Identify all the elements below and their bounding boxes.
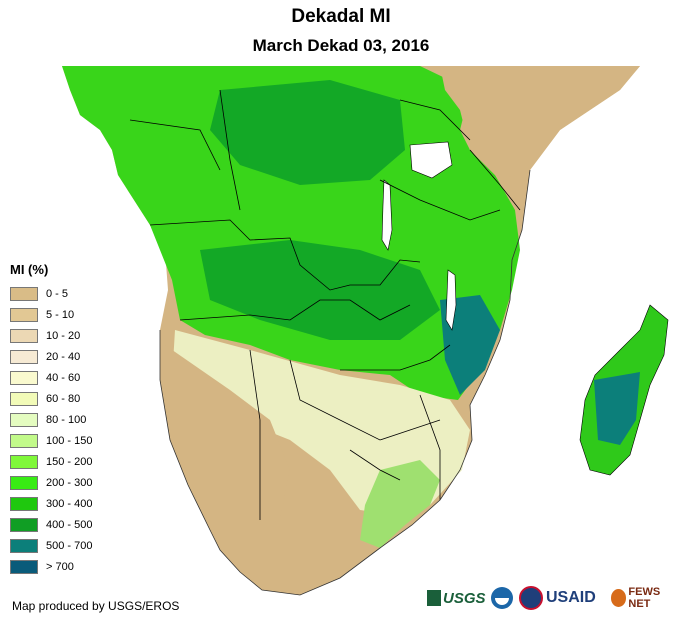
legend-item: 0 - 5 bbox=[10, 283, 92, 304]
legend-item: 20 - 40 bbox=[10, 346, 92, 367]
legend-swatch bbox=[10, 412, 38, 427]
map-credit: Map produced by USGS/EROS bbox=[12, 599, 180, 613]
legend-label: 400 - 500 bbox=[46, 518, 93, 531]
legend-swatch bbox=[10, 454, 38, 469]
noaa-bird-icon bbox=[491, 587, 513, 609]
lake-victoria bbox=[409, 141, 453, 179]
legend-swatch bbox=[10, 517, 38, 532]
partner-logos: USGS USAID FEWS NET bbox=[427, 582, 677, 614]
legend-item: 500 - 700 bbox=[10, 535, 92, 556]
legend-rows: 0 - 5 5 - 10 10 - 20 20 - 40 40 - 60 60 - 80 8… bbox=[10, 283, 92, 577]
legend-label: 300 - 400 bbox=[46, 497, 93, 510]
legend-label: 10 - 20 bbox=[46, 329, 81, 342]
dark-green-patch-central bbox=[200, 240, 440, 340]
legend-label: 200 - 300 bbox=[46, 476, 93, 489]
legend-item: 5 - 10 bbox=[10, 304, 92, 325]
madagascar-teal-core bbox=[594, 372, 640, 445]
usaid-wordmark: USAID bbox=[546, 589, 596, 606]
legend-label: 5 - 10 bbox=[46, 308, 75, 321]
legend-label: 150 - 200 bbox=[46, 455, 93, 468]
legend-item: 300 - 400 bbox=[10, 493, 92, 514]
usgs-wordmark: USGS bbox=[443, 589, 486, 607]
legend-label: > 700 bbox=[46, 560, 74, 573]
kalahari-dry-region bbox=[160, 345, 290, 572]
legend-item: 200 - 300 bbox=[10, 472, 92, 493]
coastline bbox=[159, 169, 531, 596]
legend-label: 100 - 150 bbox=[46, 434, 93, 447]
legend-item: 60 - 80 bbox=[10, 388, 92, 409]
map-subtitle: March Dekad 03, 2016 bbox=[252, 36, 430, 55]
noaa-logo bbox=[491, 582, 513, 614]
legend-label: 40 - 60 bbox=[46, 371, 81, 384]
legend-swatch bbox=[10, 538, 38, 553]
legend-item: 10 - 20 bbox=[10, 325, 92, 346]
usgs-wave-icon bbox=[427, 590, 441, 606]
fews-net-logo: FEWS NET bbox=[611, 582, 677, 614]
legend-label: 80 - 100 bbox=[46, 413, 87, 426]
usaid-seal-icon bbox=[519, 586, 543, 610]
lake-malawi bbox=[445, 269, 457, 331]
fews-net-wordmark: FEWS NET bbox=[628, 586, 661, 610]
legend-label: 60 - 80 bbox=[46, 392, 81, 405]
legend-item: 150 - 200 bbox=[10, 451, 92, 472]
teal-patch-mozambique bbox=[440, 295, 500, 395]
fews-globe-icon bbox=[611, 589, 627, 607]
legend-swatch bbox=[10, 559, 38, 574]
legend-swatch bbox=[10, 496, 38, 511]
legend-swatch bbox=[10, 370, 38, 385]
legend-label: 0 - 5 bbox=[46, 287, 69, 300]
east-africa-dry-region bbox=[440, 66, 640, 180]
dark-green-patch-north bbox=[210, 80, 405, 185]
south-africa-green-coast bbox=[360, 460, 440, 548]
legend: MI (%) 0 - 5 5 - 10 10 - 20 20 - 40 40 - 60 6… bbox=[10, 262, 92, 577]
country-borders bbox=[129, 89, 521, 520]
legend-label: 20 - 40 bbox=[46, 350, 81, 363]
legend-item: 400 - 500 bbox=[10, 514, 92, 535]
legend-swatch bbox=[10, 433, 38, 448]
legend-swatch bbox=[10, 391, 38, 406]
legend-item: 40 - 60 bbox=[10, 367, 92, 388]
legend-item: 100 - 150 bbox=[10, 430, 92, 451]
legend-label: 500 - 700 bbox=[46, 539, 93, 552]
legend-swatch bbox=[10, 286, 38, 301]
usgs-logo: USGS bbox=[427, 582, 486, 614]
map-title: Dekadal MI bbox=[291, 6, 391, 27]
legend-item: 80 - 100 bbox=[10, 409, 92, 430]
legend-item: > 700 bbox=[10, 556, 92, 577]
legend-swatch bbox=[10, 328, 38, 343]
legend-title: MI (%) bbox=[10, 262, 49, 277]
legend-swatch bbox=[10, 475, 38, 490]
usaid-logo: USAID bbox=[519, 582, 596, 614]
legend-swatch bbox=[10, 349, 38, 364]
legend-swatch bbox=[10, 307, 38, 322]
